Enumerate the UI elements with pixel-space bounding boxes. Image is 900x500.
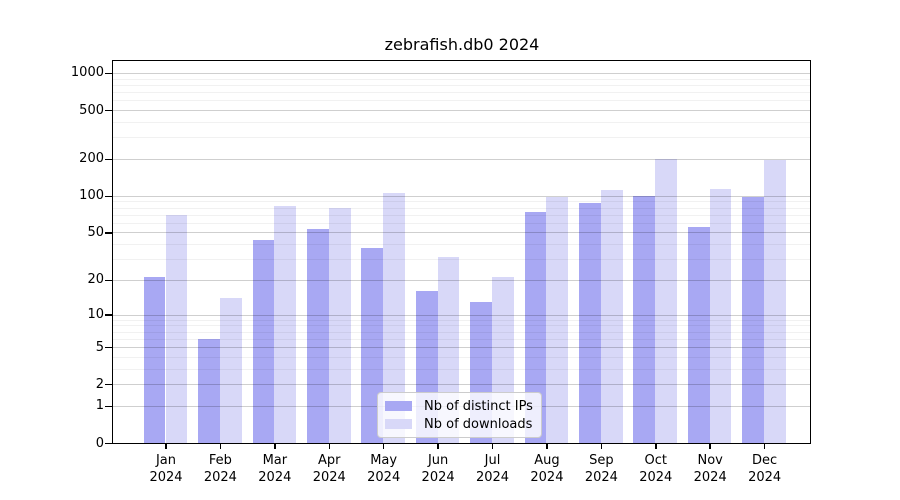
legend-item-downloads: Nb of downloads (385, 415, 533, 433)
x-tick-label-mar: Mar 2024 (258, 453, 292, 485)
x-tick-label-jan: Jan 2024 (149, 453, 183, 485)
bar-downloads-may (383, 193, 405, 443)
y-tick-label: 100 (79, 188, 104, 204)
bar-distinct-ips-oct (633, 195, 656, 443)
x-tick-mark (491, 443, 494, 449)
y-tick-label: 0 (95, 435, 104, 451)
bar-distinct-ips-apr (306, 229, 329, 443)
bars-layer (113, 61, 810, 443)
y-tick-mark (105, 405, 112, 408)
y-tick-label: 2 (95, 376, 104, 392)
bar-distinct-ips-nov (687, 227, 710, 443)
y-tick-label: 200 (79, 151, 104, 167)
y-tick-label: 1 (95, 398, 104, 414)
bar-downloads-sep (600, 189, 623, 443)
plot-area: Nb of distinct IPs Nb of downloads (112, 60, 811, 444)
x-tick-label-sep: Sep 2024 (584, 453, 618, 485)
bar-distinct-ips-feb (198, 338, 220, 443)
x-tick-mark (219, 443, 222, 449)
x-tick-mark (546, 443, 548, 449)
y-tick-mark (105, 109, 112, 112)
y-tick-mark (105, 346, 112, 349)
y-tick-label: 20 (87, 272, 104, 288)
y-tick-label: 1000 (70, 65, 104, 81)
x-tick-label-nov: Nov 2024 (693, 453, 727, 485)
bar-downloads-mar (274, 205, 297, 443)
x-tick-mark (763, 443, 766, 449)
bar-distinct-ips-aug (524, 212, 547, 443)
legend-label-distinct-ips: Nb of distinct IPs (424, 398, 533, 414)
bar-downloads-aug (546, 196, 569, 443)
y-tick-label: 5 (95, 339, 104, 355)
x-tick-label-oct: Oct 2024 (639, 453, 673, 485)
bar-distinct-ips-sep (579, 203, 601, 443)
bar-downloads-feb (219, 297, 242, 443)
x-tick-label-jun: Jun 2024 (421, 453, 455, 485)
y-tick-mark (105, 232, 112, 234)
x-tick-label-feb: Feb 2024 (203, 453, 237, 485)
y-tick-label: 50 (87, 224, 104, 240)
legend-swatch-distinct-ips (385, 401, 412, 411)
legend-swatch-downloads (385, 419, 412, 429)
bar-distinct-ips-mar (252, 240, 275, 443)
y-tick-mark (105, 72, 112, 75)
x-tick-label-aug: Aug 2024 (530, 453, 564, 485)
y-tick-mark (105, 314, 112, 316)
bar-downloads-apr (328, 208, 351, 443)
x-tick-label-dec: Dec 2024 (748, 453, 782, 485)
bar-distinct-ips-jan (143, 277, 166, 443)
bar-distinct-ips-dec (742, 197, 765, 443)
x-tick-label-may: May 2024 (367, 453, 401, 485)
y-tick-mark (105, 279, 112, 282)
x-tick-mark (382, 443, 385, 449)
y-tick-mark (105, 195, 112, 198)
x-tick-mark (437, 443, 439, 449)
x-tick-mark (165, 443, 167, 449)
legend-item-distinct-ips: Nb of distinct IPs (385, 397, 533, 415)
x-tick-mark (709, 443, 711, 449)
x-tick-mark (274, 443, 276, 449)
y-tick-mark (105, 158, 112, 161)
legend: Nb of distinct IPs Nb of downloads (377, 392, 542, 438)
y-tick-mark (105, 383, 112, 386)
legend-label-downloads: Nb of downloads (424, 416, 533, 432)
y-tick-mark (105, 442, 112, 445)
bar-downloads-jan (165, 214, 188, 443)
x-tick-mark (600, 443, 603, 449)
x-tick-label-apr: Apr 2024 (312, 453, 346, 485)
x-tick-label-jul: Jul 2024 (475, 453, 510, 485)
bar-downloads-oct (655, 158, 678, 443)
x-tick-mark (328, 443, 330, 449)
chart-title: zebrafish.db0 2024 (384, 35, 540, 54)
y-tick-label: 10 (87, 307, 104, 323)
bar-downloads-nov (709, 189, 732, 443)
x-tick-mark (655, 443, 657, 449)
y-tick-label: 500 (79, 102, 104, 118)
bar-downloads-dec (764, 160, 786, 443)
